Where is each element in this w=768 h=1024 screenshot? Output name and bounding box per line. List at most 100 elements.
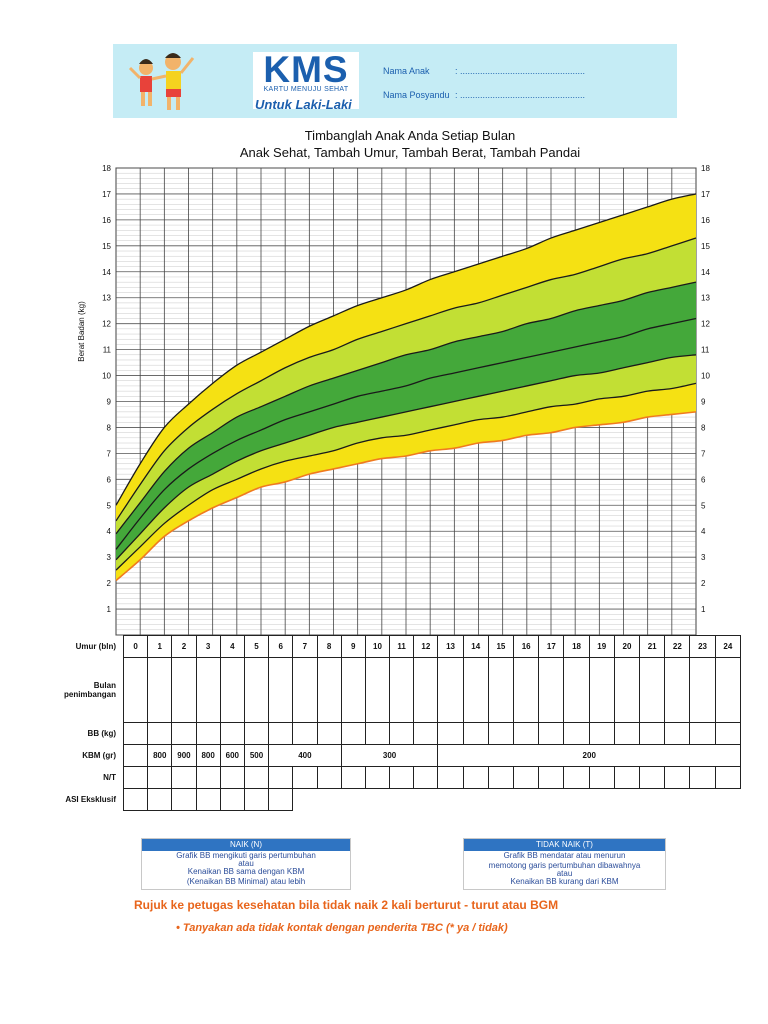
nt-cell[interactable] [437, 766, 464, 789]
weight-cell[interactable] [268, 722, 294, 745]
kbm-cell: 200 [437, 744, 742, 767]
nt-cell[interactable] [639, 766, 666, 789]
nt-cell[interactable] [195, 766, 221, 789]
nt-cell[interactable] [664, 766, 691, 789]
monitoring-table: Umur (bln) 0 1 2 3 4 5 6 7 8 9 10 11 12 13 14 15 16 17 18 19… [50, 635, 742, 811]
weight-cell[interactable] [462, 722, 489, 745]
weighing-month-cell[interactable] [588, 657, 615, 723]
weighing-month-cell[interactable] [613, 657, 641, 723]
nt-cell[interactable] [563, 766, 590, 789]
weight-cell[interactable] [487, 722, 515, 745]
y-tick-label-right: 4 [701, 527, 706, 536]
nt-cell[interactable] [389, 766, 415, 789]
weight-cell[interactable] [243, 722, 270, 745]
weight-cell[interactable] [340, 722, 366, 745]
asi-cell[interactable] [171, 788, 197, 811]
nt-cell[interactable] [613, 766, 641, 789]
weight-cell[interactable] [364, 722, 391, 745]
asi-cell [715, 789, 740, 811]
nt-cell[interactable] [513, 766, 540, 789]
weight-cell[interactable] [389, 722, 415, 745]
weighing-month-cell[interactable] [513, 657, 540, 723]
weight-cell[interactable] [588, 722, 615, 745]
posyandu-field[interactable]: Nama Posyandu: .........................… [383, 90, 585, 100]
weight-cell[interactable] [316, 722, 342, 745]
weighing-month-cell[interactable] [195, 657, 221, 723]
nt-cell[interactable] [268, 766, 294, 789]
month-cell: 16 [513, 635, 540, 658]
weighing-month-cell[interactable] [340, 657, 366, 723]
weighing-month-cell[interactable] [689, 657, 716, 723]
weighing-month-cell[interactable] [413, 657, 439, 723]
weighing-month-cell[interactable] [462, 657, 489, 723]
weighing-month-cell[interactable] [292, 657, 318, 723]
asi-cell[interactable] [243, 788, 270, 811]
nt-cell[interactable] [243, 766, 270, 789]
nt-cell[interactable] [219, 766, 245, 789]
chart-title-line1: Timbanglah Anak Anda Setiap Bulan [304, 128, 516, 143]
weighing-month-cell[interactable] [389, 657, 415, 723]
weighing-month-cell[interactable] [538, 657, 565, 723]
y-tick-label-left: 4 [107, 527, 112, 536]
weighing-month-cell[interactable] [364, 657, 391, 723]
weight-cell[interactable] [513, 722, 540, 745]
y-tick-label-right: 2 [701, 579, 706, 588]
weighing-month-cell[interactable] [122, 657, 149, 723]
weighing-month-cell[interactable] [563, 657, 590, 723]
weight-cell[interactable] [171, 722, 197, 745]
weight-cell[interactable] [538, 722, 565, 745]
growth-curve-4 [115, 281, 697, 535]
weight-cell[interactable] [664, 722, 691, 745]
nt-cell[interactable] [292, 766, 318, 789]
weighing-month-cell[interactable] [664, 657, 691, 723]
nt-cell[interactable] [538, 766, 565, 789]
kbm-cell[interactable] [122, 744, 149, 767]
weight-cell[interactable] [689, 722, 716, 745]
nt-cell[interactable] [413, 766, 439, 789]
y-tick-label-right: 10 [701, 372, 710, 381]
weight-cell[interactable] [563, 722, 590, 745]
naik-legend-line: atau [238, 859, 254, 868]
weight-cell[interactable] [437, 722, 464, 745]
weight-cell[interactable] [613, 722, 641, 745]
nt-cell[interactable] [462, 766, 489, 789]
nt-cell[interactable] [588, 766, 615, 789]
nt-cell[interactable] [714, 766, 742, 789]
child-name-field[interactable]: Nama Anak: .............................… [383, 66, 585, 76]
weighing-month-cell[interactable] [268, 657, 294, 723]
nt-cell[interactable] [122, 766, 149, 789]
weight-cell[interactable] [413, 722, 439, 745]
asi-cell[interactable] [147, 788, 173, 811]
asi-cell[interactable] [219, 788, 245, 811]
weighing-month-cell[interactable] [437, 657, 464, 723]
nt-cell[interactable] [340, 766, 366, 789]
kbm-cell: 800 [147, 744, 173, 767]
nt-cell[interactable] [689, 766, 716, 789]
weight-cell[interactable] [195, 722, 221, 745]
weighing-month-cell[interactable] [147, 657, 173, 723]
nt-cell[interactable] [316, 766, 342, 789]
y-tick-label-right: 9 [701, 398, 706, 407]
weight-cell[interactable] [122, 722, 149, 745]
weighing-month-cell[interactable] [219, 657, 245, 723]
weight-cell[interactable] [714, 722, 742, 745]
asi-cell[interactable] [122, 788, 149, 811]
weighing-month-cell[interactable] [171, 657, 197, 723]
weight-cell[interactable] [219, 722, 245, 745]
row-label-asi: ASI Eksklusif [65, 795, 116, 804]
weight-cell[interactable] [147, 722, 173, 745]
asi-cell[interactable] [268, 788, 294, 811]
weighing-month-row: Bulan penimbangan [50, 657, 742, 723]
nt-cell[interactable] [171, 766, 197, 789]
weight-cell[interactable] [292, 722, 318, 745]
nt-cell[interactable] [364, 766, 391, 789]
weighing-month-cell[interactable] [714, 657, 742, 723]
weighing-month-cell[interactable] [316, 657, 342, 723]
nt-cell[interactable] [487, 766, 515, 789]
weight-cell[interactable] [639, 722, 666, 745]
weighing-month-cell[interactable] [639, 657, 666, 723]
asi-cell[interactable] [195, 788, 221, 811]
nt-cell[interactable] [147, 766, 173, 789]
weighing-month-cell[interactable] [243, 657, 270, 723]
weighing-month-cell[interactable] [487, 657, 515, 723]
